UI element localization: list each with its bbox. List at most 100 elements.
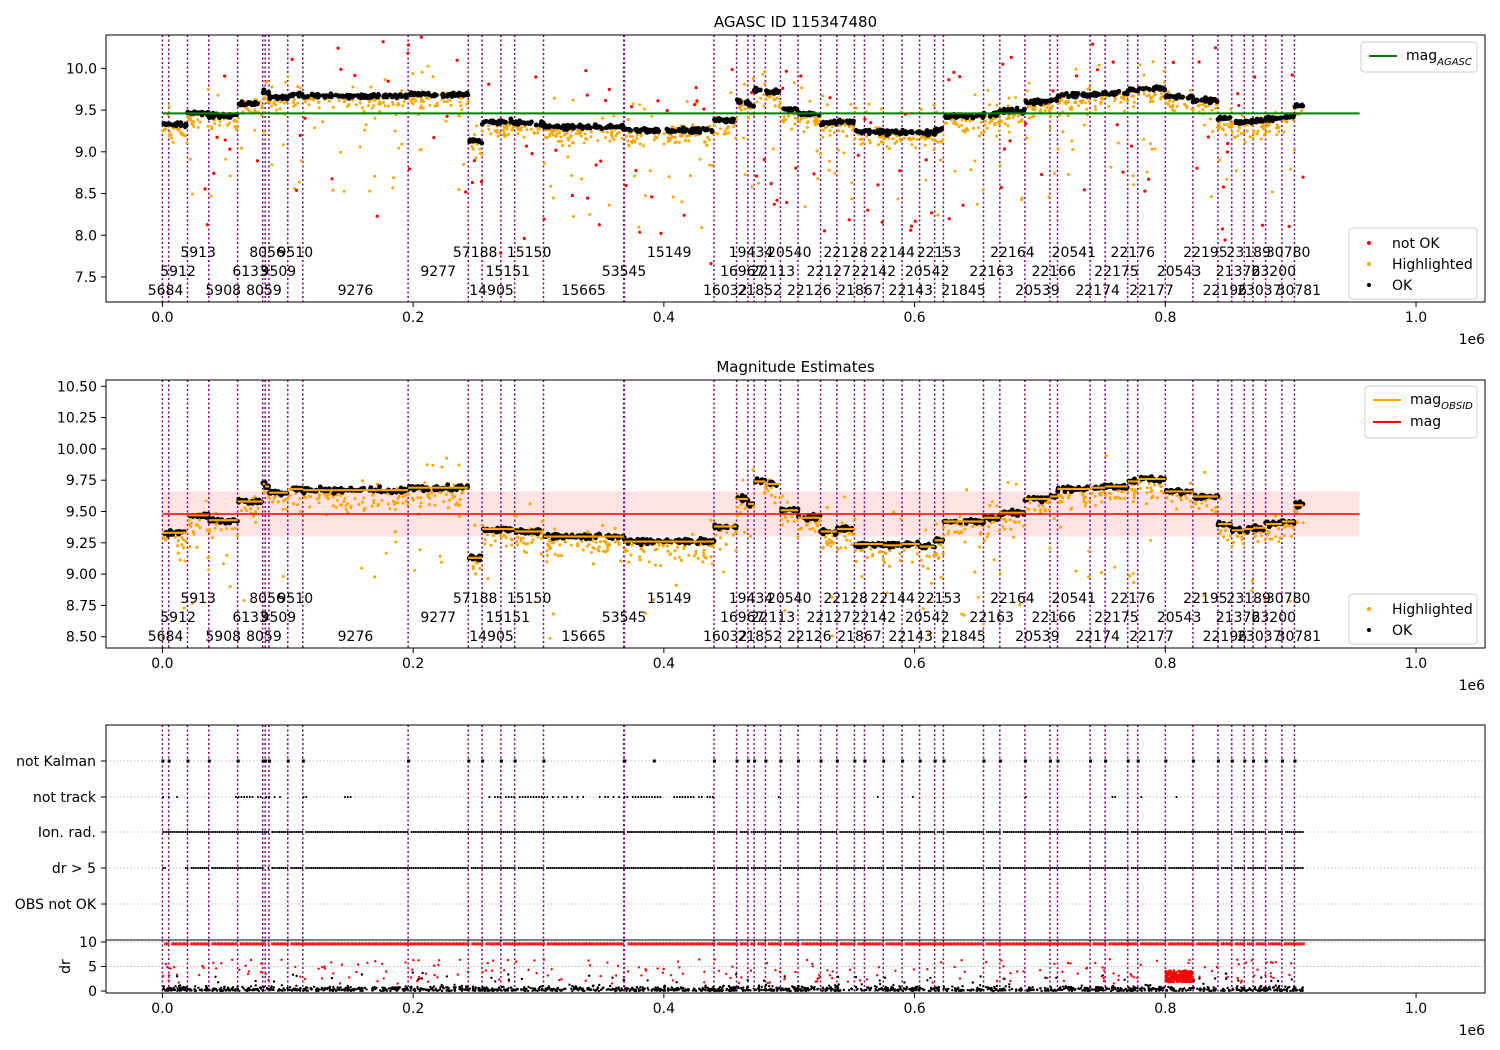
highlighted-point (617, 541, 621, 545)
highlighted-point (942, 533, 946, 537)
highlighted-point (342, 189, 346, 193)
highlighted-point (910, 560, 914, 564)
highlighted-point (473, 523, 477, 527)
ok-point (1055, 93, 1061, 99)
highlighted-point (358, 101, 362, 105)
highlighted-point (344, 507, 348, 511)
not-ok-point (599, 159, 603, 163)
highlighted-point (881, 135, 885, 138)
highlighted-point (680, 558, 683, 562)
ok-point (1009, 507, 1015, 513)
highlighted-point (997, 529, 1001, 533)
highlighted-point (1003, 122, 1007, 126)
highlighted-point (243, 506, 247, 510)
highlighted-point (764, 98, 768, 101)
highlighted-point (893, 141, 897, 145)
highlighted-point (1132, 496, 1136, 500)
highlighted-point (1229, 124, 1233, 128)
not-ok-point (702, 107, 706, 111)
highlighted-point (1251, 136, 1255, 140)
not-ok-point (303, 116, 307, 120)
highlighted-point (702, 551, 706, 555)
highlighted-point (694, 552, 698, 556)
highlighted-point (673, 141, 677, 145)
highlighted-point (724, 132, 728, 136)
highlighted-point (321, 120, 325, 124)
highlighted-point (1043, 509, 1047, 513)
highlighted-point (653, 563, 657, 567)
highlighted-point (560, 139, 563, 143)
highlighted-point (228, 174, 232, 178)
highlighted-point (1066, 173, 1070, 176)
ok-point (261, 87, 267, 93)
highlighted-point (1256, 540, 1260, 543)
highlighted-point (1142, 73, 1146, 77)
highlighted-point (750, 185, 754, 189)
not-ok-point (952, 70, 956, 74)
highlighted-point (696, 556, 700, 560)
highlighted-point (722, 132, 726, 136)
highlighted-point (973, 159, 977, 163)
highlighted-point (457, 114, 461, 118)
ok-point (1290, 114, 1295, 120)
highlighted-point (597, 549, 601, 553)
highlighted-point (367, 100, 371, 104)
highlighted-point (799, 526, 803, 530)
highlighted-point (313, 126, 317, 130)
highlighted-point (1113, 99, 1117, 103)
highlighted-point (803, 205, 807, 209)
highlighted-point (827, 168, 831, 172)
highlighted-point (642, 144, 645, 148)
panel-agasc: AGASC ID 115347480 568459125913590861338… (66, 13, 1486, 348)
highlighted-point (180, 131, 184, 135)
highlighted-point (1149, 96, 1153, 100)
highlighted-point (1122, 97, 1126, 101)
not-ok-point (381, 40, 385, 44)
highlighted-point (516, 535, 520, 539)
not-ok-point (1143, 189, 1147, 193)
highlighted-point (459, 104, 463, 108)
highlighted-point (982, 539, 986, 543)
highlighted-point (362, 508, 366, 512)
highlighted-point (1185, 496, 1189, 500)
highlighted-point (680, 200, 684, 204)
highlighted-point (993, 122, 997, 125)
obsid-label: 23037 (1237, 283, 1282, 299)
not-ok-point (1206, 135, 1210, 139)
not-ok-point (1095, 68, 1099, 72)
highlighted-point (404, 493, 408, 497)
highlighted-point (1278, 536, 1282, 540)
highlighted-point (612, 114, 616, 118)
ok-point (697, 127, 703, 133)
highlighted-point (759, 96, 763, 100)
highlighted-point (850, 543, 854, 547)
highlighted-point (796, 535, 800, 539)
highlighted-point (196, 126, 200, 129)
highlighted-point (1274, 514, 1277, 518)
highlighted-point (631, 135, 634, 138)
highlighted-point (1267, 123, 1271, 127)
highlighted-point (1162, 80, 1166, 84)
highlighted-point (474, 156, 478, 160)
highlighted-point (370, 106, 374, 110)
ok-point (275, 96, 280, 102)
highlighted-point (732, 533, 735, 537)
not-ok-points (203, 35, 1305, 266)
highlighted-point (308, 505, 312, 509)
highlighted-point (736, 505, 740, 509)
highlighted-point (1104, 95, 1108, 99)
highlighted-point (955, 122, 959, 126)
highlighted-point (240, 146, 243, 150)
highlighted-point (309, 97, 313, 101)
highlighted-point (1275, 123, 1279, 127)
highlighted-point (710, 163, 714, 167)
ok-point (866, 127, 872, 133)
highlighted-point (841, 129, 845, 133)
highlighted-point (719, 536, 722, 540)
highlighted-point (1058, 99, 1062, 103)
highlighted-point (444, 119, 448, 123)
x-tick-label: 0.8 (1154, 310, 1176, 326)
highlighted-point (382, 100, 385, 104)
ok-point (525, 120, 531, 126)
highlighted-point (749, 534, 752, 538)
